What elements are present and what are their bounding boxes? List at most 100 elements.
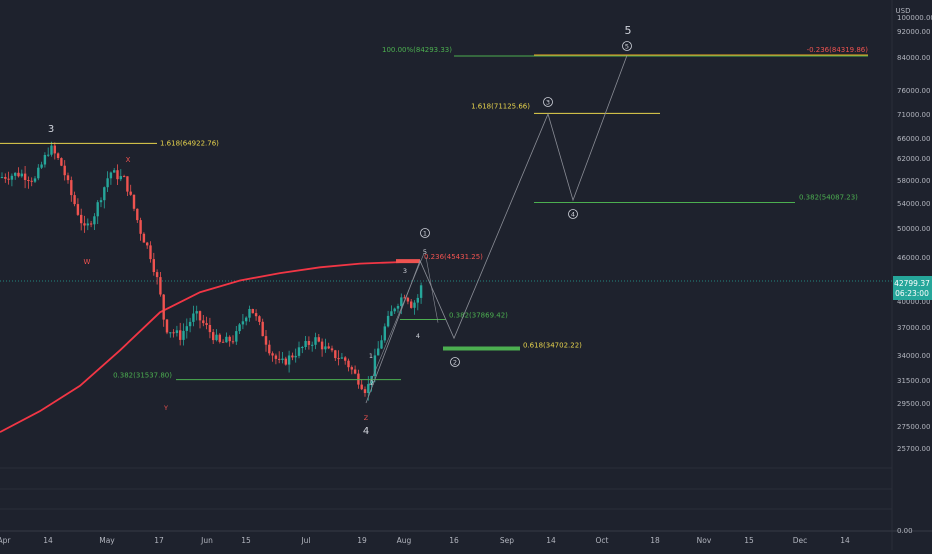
candle-body <box>320 341 324 350</box>
wave-circle-label: 3 <box>546 99 550 107</box>
candle-body <box>86 223 89 226</box>
candle-body <box>56 153 60 158</box>
candle-body <box>406 297 410 302</box>
channel-line <box>368 253 425 386</box>
candle-body <box>400 297 403 306</box>
candle-body <box>212 332 215 341</box>
price-tick-label: 34000.00 <box>897 352 930 360</box>
price-axis[interactable]: USD 100000.00 92000.00 84000.00 76000.00 710… <box>896 7 932 535</box>
candle-body <box>182 330 185 340</box>
current-price-label: 42799.37 <box>894 279 930 288</box>
time-tick-label: Jul <box>300 536 310 545</box>
candle-body <box>23 173 27 180</box>
wave-circle <box>450 357 460 367</box>
candle-body <box>169 332 172 334</box>
candle-body <box>93 216 96 225</box>
fib-level-label: -0.236(84319.86) <box>807 46 869 54</box>
wave-label: 2 <box>370 379 374 387</box>
candle-body <box>192 313 195 322</box>
price-tick-label: 46000.00 <box>897 254 930 262</box>
candle-body <box>297 347 301 356</box>
candle-body <box>40 164 43 168</box>
candle-body <box>126 176 129 192</box>
channel-line <box>425 256 439 323</box>
currency-label: USD <box>896 7 911 15</box>
candle-body <box>330 348 334 351</box>
candle-body <box>231 341 235 343</box>
candle-body <box>287 355 291 365</box>
candle-body <box>185 326 188 331</box>
time-tick-label: Jun <box>200 536 213 545</box>
candle-body <box>218 334 221 342</box>
ma-curve <box>0 260 421 433</box>
time-tick-label: Dec <box>793 536 808 545</box>
candle-body <box>377 348 380 356</box>
price-tick-label: 92000.00 <box>897 28 930 36</box>
candle-body <box>215 334 218 341</box>
candle-body <box>410 301 413 308</box>
candle-body <box>53 145 56 154</box>
time-tick-label: Sep <box>500 536 514 545</box>
candle-body <box>311 344 314 346</box>
candle-body <box>251 309 254 314</box>
wave-circle <box>622 41 632 51</box>
candle-body <box>241 321 245 325</box>
price-tick-label: 76000.00 <box>897 87 930 95</box>
candle-body <box>17 172 20 177</box>
candle-body <box>228 336 231 342</box>
wave-label: 5 <box>625 24 632 37</box>
price-tick-label: 37000.00 <box>897 324 930 332</box>
time-tick-label: 16 <box>449 536 459 545</box>
candle-body <box>264 336 268 345</box>
price-tick-label: 62000.00 <box>897 155 930 163</box>
fib-level-label: 0.618(34702.22) <box>523 341 582 349</box>
wave-label: 3 <box>403 267 407 275</box>
candle-body <box>357 373 360 385</box>
candle-body <box>248 309 251 318</box>
fib-level-label: 0.382(37869.42) <box>449 311 508 319</box>
candle-body <box>66 175 70 181</box>
candle-body <box>96 202 99 217</box>
candle-body <box>307 341 311 345</box>
candle-body <box>73 195 76 205</box>
time-axis[interactable]: Apr 14 May 17 Jun 15 Jul 19 Aug 16 Sep 14 Oct 18 Nov 15… <box>0 536 850 545</box>
candle-body <box>393 308 396 312</box>
candle-body <box>334 350 337 359</box>
candle-body <box>386 315 390 327</box>
candle-body <box>188 321 192 327</box>
candle-body <box>37 167 40 179</box>
candle-body <box>317 337 320 342</box>
price-tick-label: 71000.00 <box>897 111 930 119</box>
time-tick-label: 18 <box>650 536 660 545</box>
time-tick-label: Oct <box>596 536 609 545</box>
candle-body <box>353 369 357 374</box>
wave-label: Y <box>163 404 168 412</box>
candle-body <box>27 180 30 181</box>
candle-body <box>179 330 182 340</box>
candle-body <box>383 326 386 341</box>
time-tick-label: 15 <box>241 536 251 545</box>
wave-label: Z <box>364 414 369 422</box>
price-tick-label: 58000.00 <box>897 177 930 185</box>
candles-layer <box>0 141 423 401</box>
wave-circle-label: 1 <box>423 230 427 238</box>
candle-body <box>0 177 4 178</box>
candle-body <box>235 331 238 342</box>
wave-circle-label: 4 <box>571 211 575 219</box>
candle-body <box>172 332 175 334</box>
candle-body <box>175 330 179 333</box>
candle-body <box>136 208 139 221</box>
candle-body <box>202 320 205 324</box>
time-tick-label: Nov <box>697 536 712 545</box>
candle-body <box>195 311 198 314</box>
candle-body <box>208 325 212 333</box>
candle-body <box>258 316 261 322</box>
candle-body <box>76 204 80 215</box>
candle-body <box>43 155 47 165</box>
time-tick-label: 14 <box>43 536 53 545</box>
wave-circle <box>420 228 430 238</box>
price-tick-label: 40000.00 <box>897 298 930 306</box>
